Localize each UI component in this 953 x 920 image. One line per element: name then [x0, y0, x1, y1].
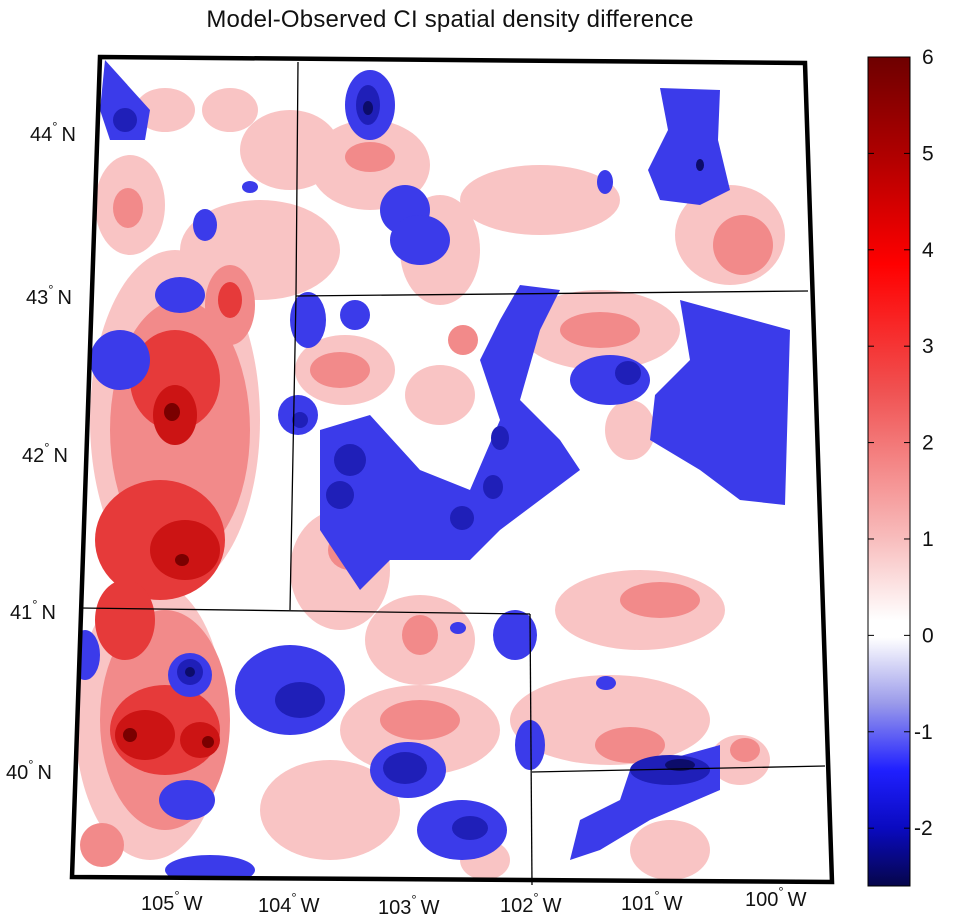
- lon-label-103: 103° W: [378, 892, 440, 919]
- colorbar-tick-label: -1: [914, 721, 933, 744]
- colorbar-tick-label: 6: [922, 46, 934, 69]
- latitude-labels: 44° N 43° N 42° N 41° N 40° N: [6, 119, 76, 784]
- density-field: [72, 60, 790, 882]
- lat-label-44: 44° N: [30, 119, 76, 146]
- state-boundaries: [79, 61, 826, 886]
- positive-contour-level-4: [115, 385, 220, 760]
- colorbar-ticks: 6 5 4 3 2 1 0 -1 -2: [868, 46, 934, 840]
- colorbar: 6 5 4 3 2 1 0 -1 -2: [867, 46, 934, 887]
- colorbar-tick-label: 2: [922, 432, 934, 455]
- lon-label-105: 105° W: [141, 888, 203, 915]
- colorbar-gradient: [867, 56, 911, 887]
- lat-label-42: 42° N: [22, 440, 68, 467]
- colorbar-tick-label: 3: [922, 335, 934, 358]
- colorbar-tick-label: 1: [922, 528, 934, 551]
- colorbar-tick-label: -2: [914, 817, 933, 840]
- colorbar-tick-label: 0: [922, 624, 934, 647]
- lon-label-100: 100° W: [745, 884, 807, 911]
- positive-contour-level-5: [123, 403, 214, 748]
- colorbar-tick-label: 5: [922, 142, 934, 165]
- lon-label-101: 101° W: [621, 888, 683, 915]
- negative-contour-level-3: [185, 101, 704, 771]
- map-title: Model-Observed CI spatial density differ…: [206, 6, 694, 33]
- lon-label-104: 104° W: [258, 890, 320, 917]
- negative-contour-level-1: [72, 60, 790, 882]
- lat-label-40: 40° N: [6, 757, 52, 784]
- lat-label-43: 43° N: [26, 282, 72, 309]
- map-frame: [69, 54, 835, 885]
- longitude-labels: 105° W 104° W 103° W 102° W 101° W 100° W: [141, 884, 807, 919]
- colorbar-tick-label: 4: [922, 239, 934, 262]
- lat-label-41: 41° N: [10, 597, 56, 624]
- lon-label-102: 102° W: [500, 890, 562, 917]
